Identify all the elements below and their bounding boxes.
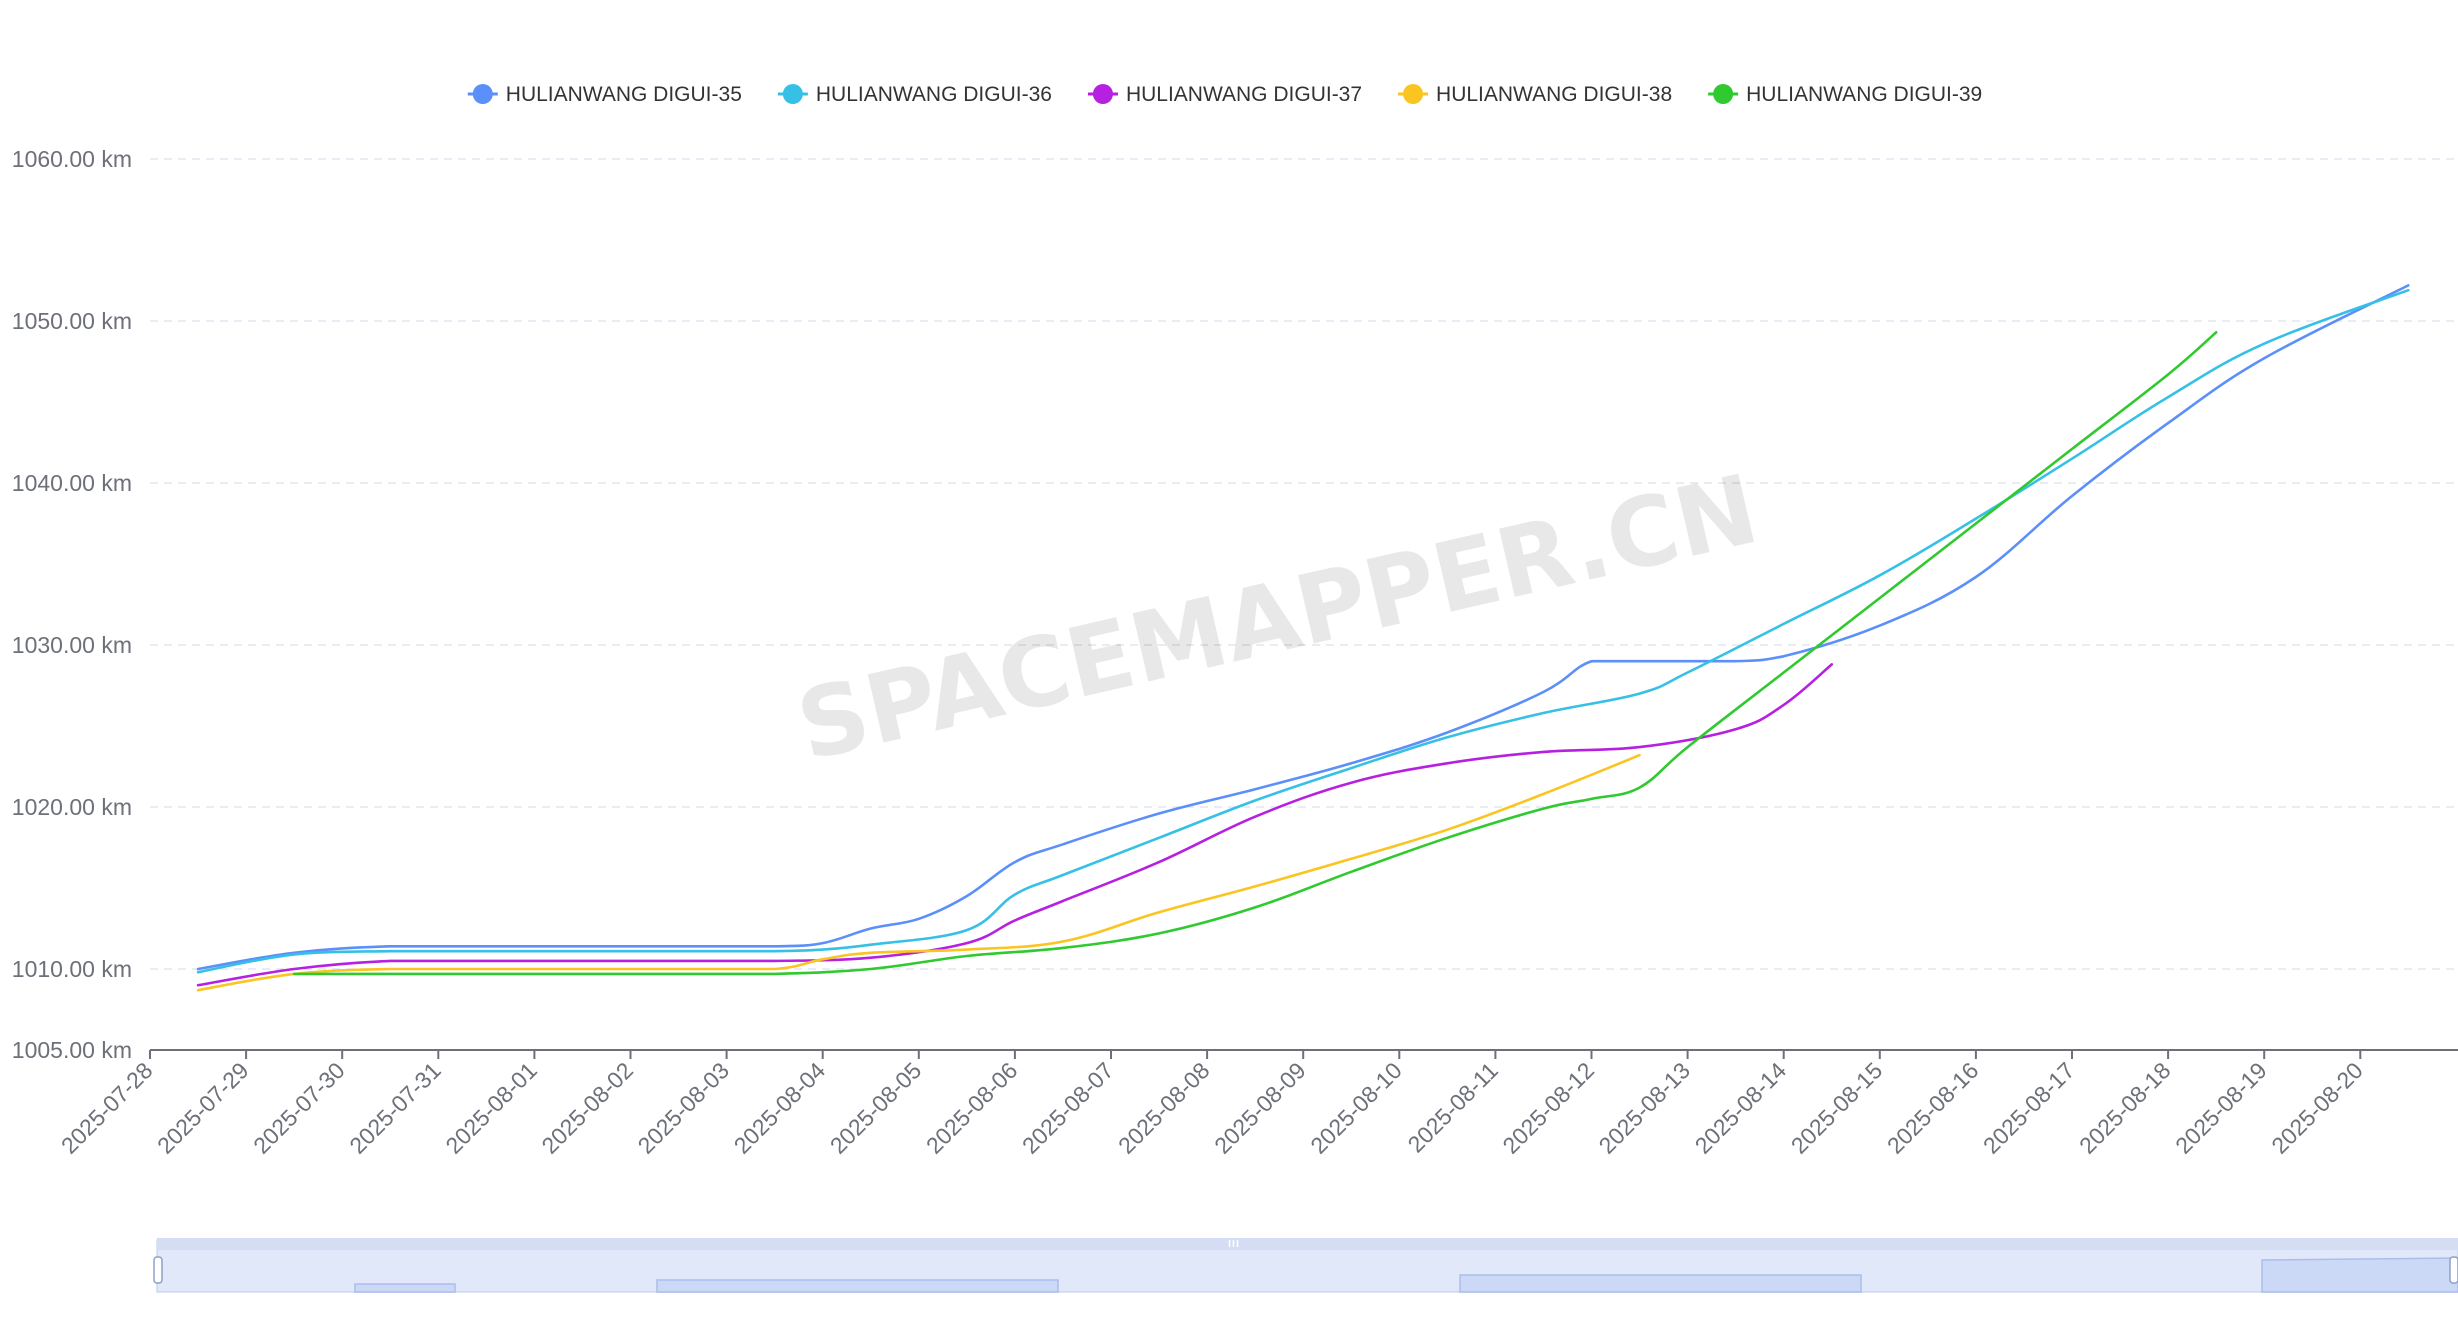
zoom-preview-area xyxy=(1459,1274,1862,1293)
legend-item-5[interactable]: HULIANWANG DIGUI-39 xyxy=(1708,83,1982,106)
legend-marker xyxy=(1092,84,1113,104)
x-tick-label: 2025-08-03 xyxy=(633,1057,735,1159)
watermark: SPACEMAPPER.CN xyxy=(787,453,1767,783)
legend-marker xyxy=(1403,84,1424,104)
y-axis: 1005.00 km 1010.00 km 1020.00 km 1030.00 km… xyxy=(12,146,132,1063)
series-line-1[interactable] xyxy=(196,284,2410,971)
zoom-preview-area xyxy=(656,1279,1059,1293)
series-line-5[interactable] xyxy=(292,331,2218,976)
zoom-preview-area xyxy=(2261,1257,2458,1293)
legend-item-3[interactable]: HULIANWANG DIGUI-37 xyxy=(1087,83,1362,106)
y-tick-label: 1040.00 km xyxy=(12,470,132,496)
x-tick-label: 2025-08-04 xyxy=(729,1057,831,1159)
zoom-start-handle[interactable] xyxy=(153,1256,163,1284)
legend-label: HULIANWANG DIGUI-36 xyxy=(816,83,1052,106)
x-tick-label: 2025-07-29 xyxy=(152,1057,254,1159)
x-tick-label: 2025-08-05 xyxy=(825,1057,927,1159)
legend-marker xyxy=(472,84,493,104)
x-tick-label: 2025-08-19 xyxy=(2170,1057,2272,1159)
legend-label: HULIANWANG DIGUI-37 xyxy=(1126,83,1362,106)
y-tick-label: 1010.00 km xyxy=(12,956,132,982)
x-tick-label: 2025-08-20 xyxy=(2266,1057,2368,1159)
y-tick-label: 1020.00 km xyxy=(12,794,132,820)
x-tick-label: 2025-08-11 xyxy=(1403,1057,1503,1157)
x-tick-label: 2025-08-16 xyxy=(1882,1057,1984,1159)
zoom-end-handle[interactable] xyxy=(2449,1256,2458,1284)
x-tick-label: 2025-08-02 xyxy=(536,1057,638,1159)
legend: HULIANWANG DIGUI-35 HULIANWANG DIGUI-36 HU… xyxy=(467,83,1982,106)
legend-marker xyxy=(1713,84,1734,104)
legend-item-2[interactable]: HULIANWANG DIGUI-36 xyxy=(777,83,1052,106)
x-tick-label: 2025-08-12 xyxy=(1497,1057,1599,1159)
x-tick-label: 2025-08-09 xyxy=(1209,1057,1311,1159)
series-line-4[interactable] xyxy=(196,753,1641,992)
x-tick-label: 2025-08-07 xyxy=(1017,1057,1119,1159)
legend-item-1[interactable]: HULIANWANG DIGUI-35 xyxy=(467,83,742,106)
x-tick-label: 2025-08-01 xyxy=(440,1057,542,1159)
data-zoom-slider[interactable] xyxy=(153,1238,2458,1293)
y-tick-label: 1005.00 km xyxy=(12,1037,132,1063)
series-layer xyxy=(196,284,2410,992)
series-line-3[interactable] xyxy=(196,663,1834,987)
x-tick-label: 2025-08-14 xyxy=(1690,1057,1792,1159)
x-axis: 2025-07-282025-07-292025-07-302025-07-31… xyxy=(56,1049,2458,1159)
x-tick-label: 2025-07-31 xyxy=(344,1057,446,1159)
legend-label: HULIANWANG DIGUI-35 xyxy=(506,83,742,106)
x-tick-label: 2025-08-13 xyxy=(1594,1057,1696,1159)
x-tick-label: 2025-08-10 xyxy=(1305,1057,1407,1159)
legend-label: HULIANWANG DIGUI-38 xyxy=(1436,83,1672,106)
x-tick-label: 2025-08-06 xyxy=(921,1057,1023,1159)
x-tick-label: 2025-07-28 xyxy=(56,1057,158,1159)
legend-marker xyxy=(782,84,803,104)
zoom-move-bar[interactable] xyxy=(157,1238,2458,1250)
y-tick-label: 1050.00 km xyxy=(12,308,132,334)
y-tick-label: 1030.00 km xyxy=(12,632,132,658)
x-tick-label: 2025-08-18 xyxy=(2074,1057,2176,1159)
x-tick-label: 2025-08-15 xyxy=(1786,1057,1888,1159)
x-tick-label: 2025-08-17 xyxy=(1978,1057,2080,1159)
x-tick-label: 2025-07-30 xyxy=(248,1057,350,1159)
x-tick-label: 2025-08-08 xyxy=(1113,1057,1215,1159)
legend-label: HULIANWANG DIGUI-39 xyxy=(1746,83,1982,106)
zoom-preview-area xyxy=(354,1283,456,1293)
legend-item-4[interactable]: HULIANWANG DIGUI-38 xyxy=(1398,83,1672,106)
y-tick-label: 1060.00 km xyxy=(12,146,132,172)
